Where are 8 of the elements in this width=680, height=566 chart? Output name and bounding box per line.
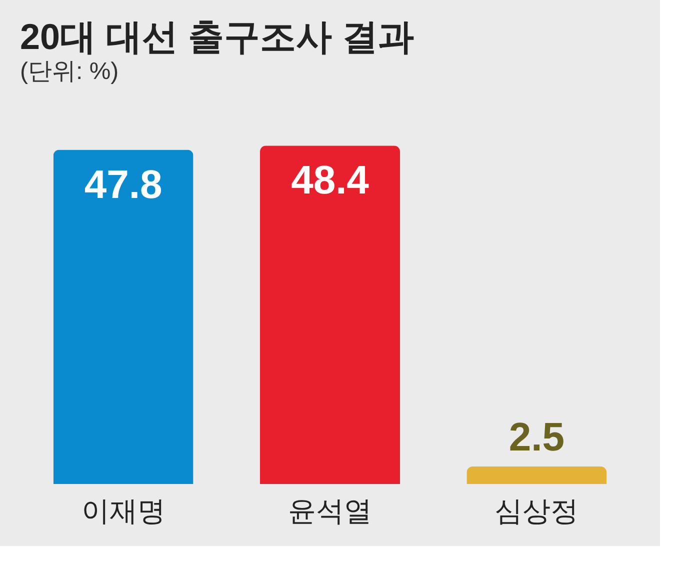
x-tick-label: 이재명 <box>81 496 166 526</box>
data-label: 2.5 <box>508 416 564 460</box>
chart-subtitle: (단위: %) <box>20 58 119 85</box>
data-label: 48.4 <box>291 158 370 203</box>
x-tick-label: 윤석열 <box>288 496 372 526</box>
x-tick-label: 심상정 <box>494 496 579 526</box>
data-label: 47.8 <box>84 162 162 207</box>
chart-title: 20대 대선 출구조사 결과 <box>20 16 414 57</box>
